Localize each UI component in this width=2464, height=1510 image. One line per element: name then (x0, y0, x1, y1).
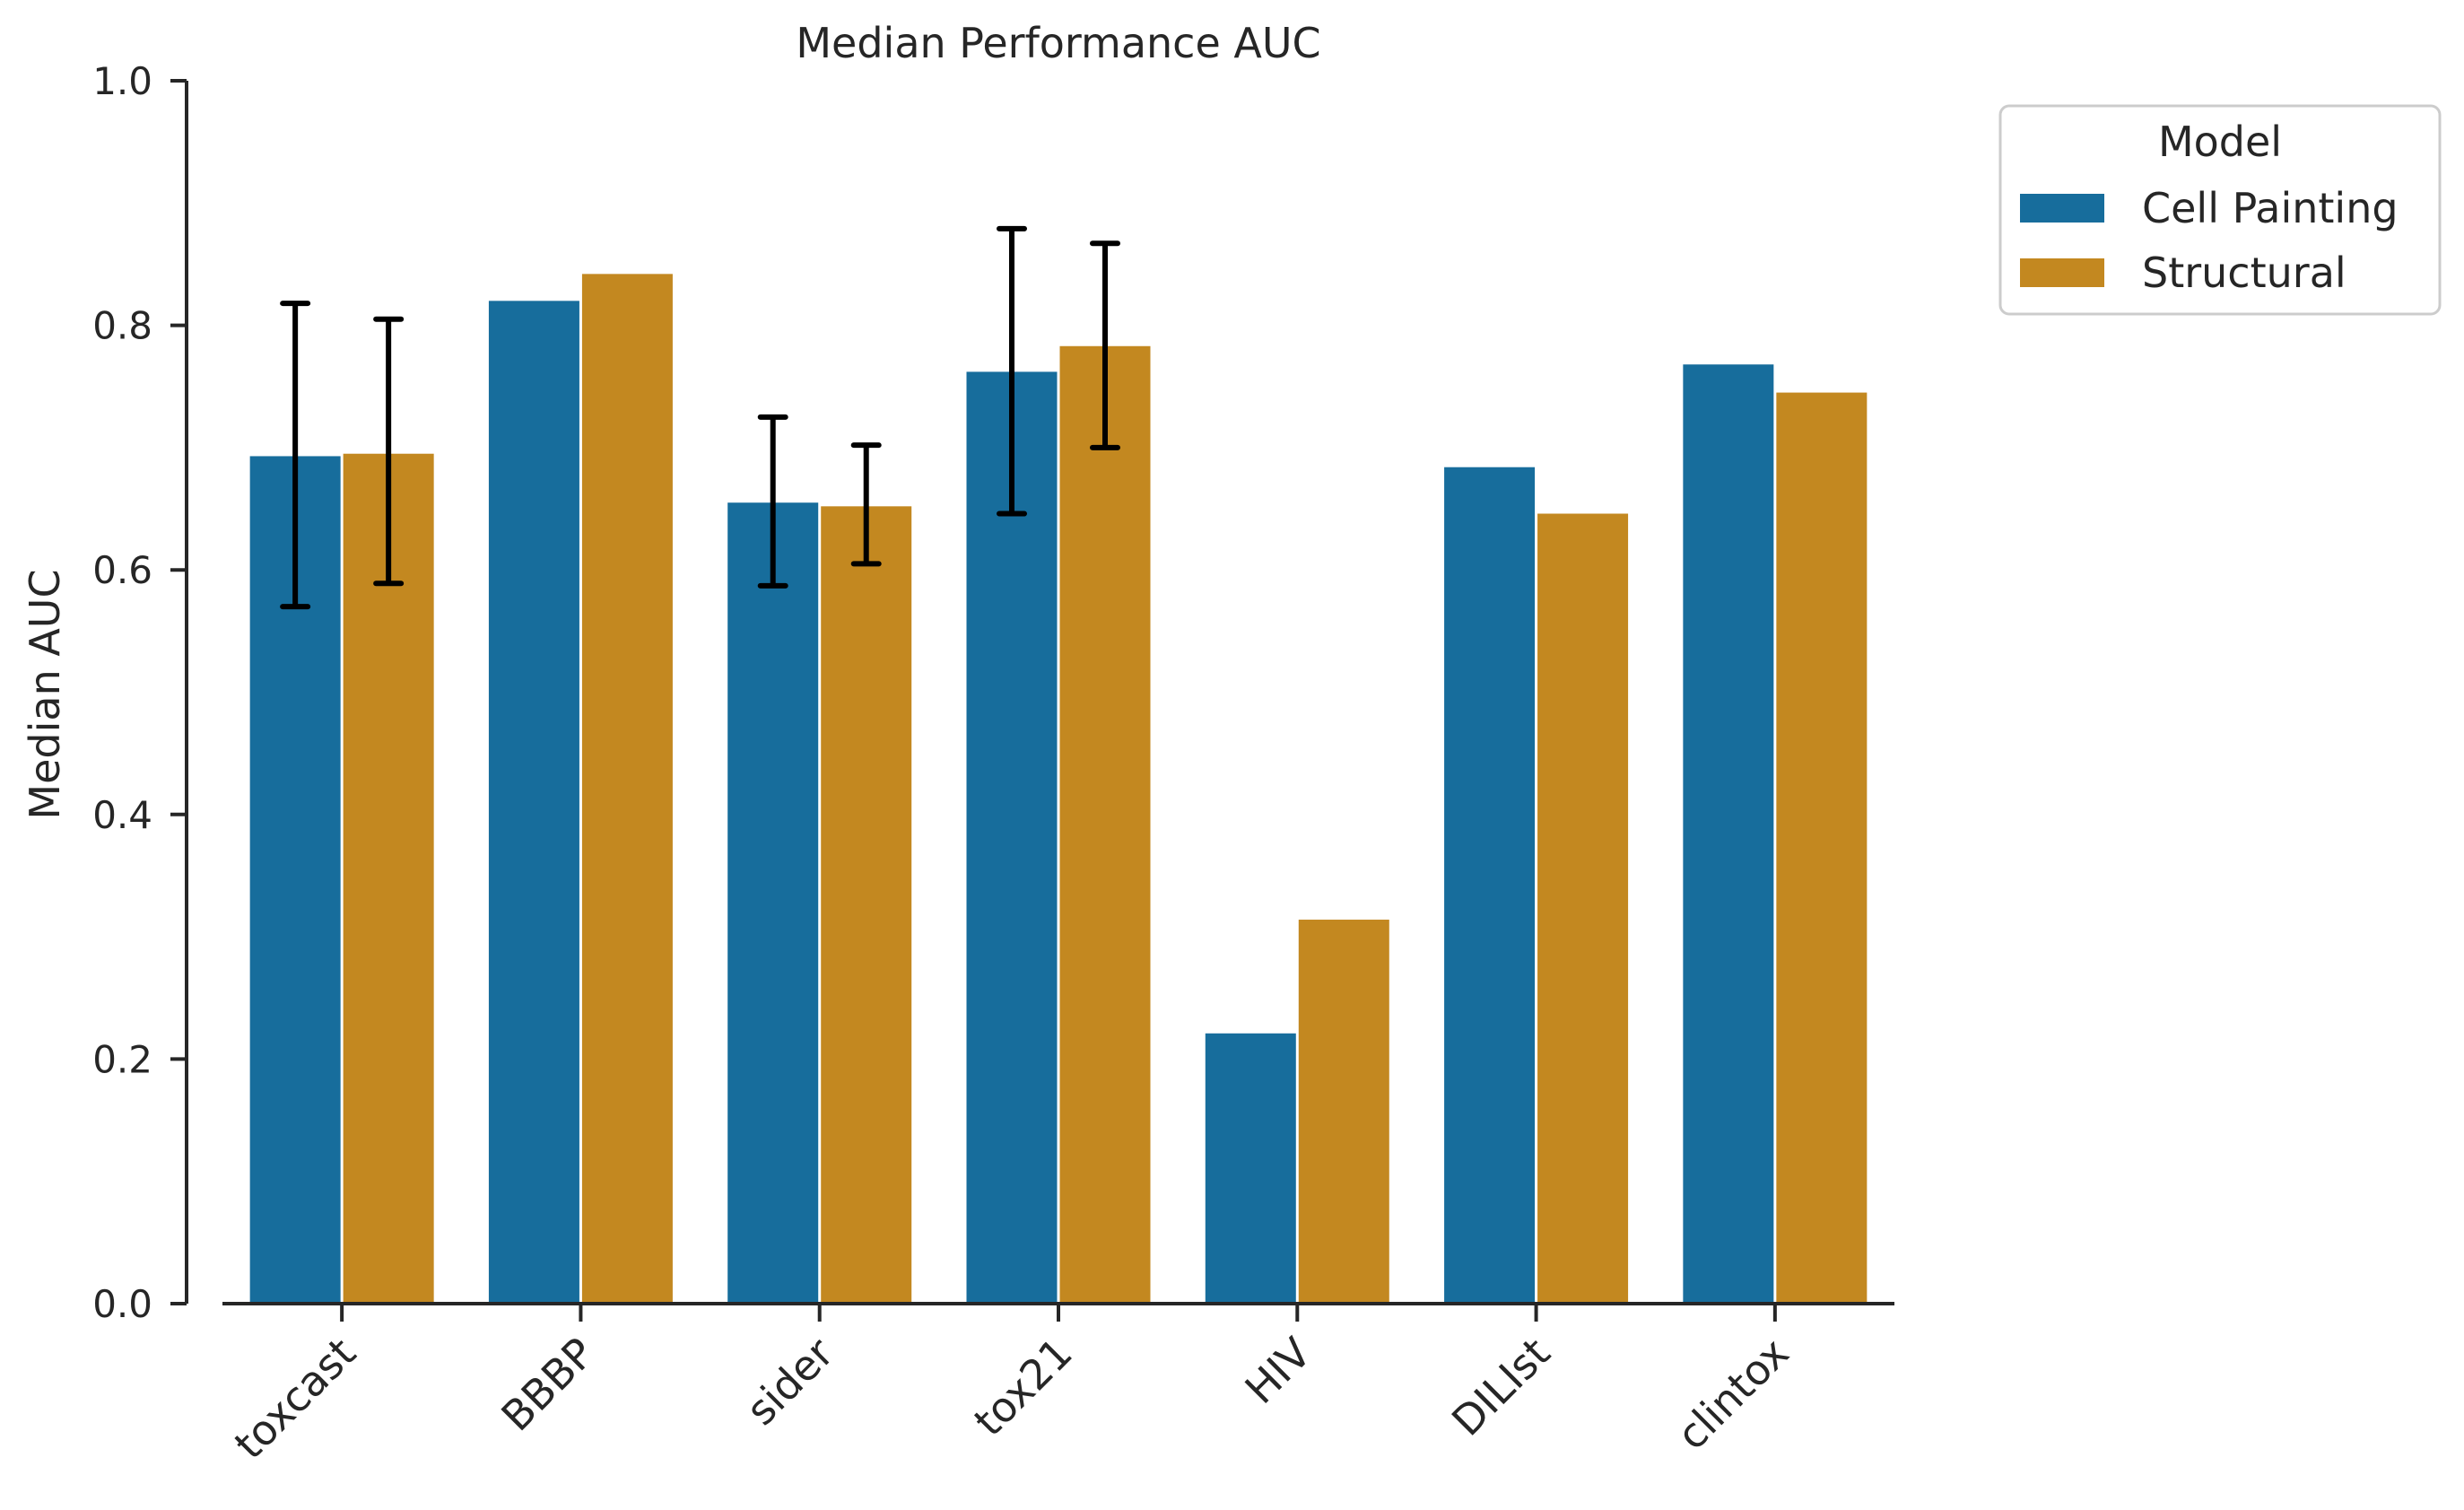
legend: Model Cell Painting Structural (1998, 104, 2442, 316)
x-tick-label-dilist: DILIst (1442, 1329, 1559, 1445)
y-tick-label: 0.8 (92, 304, 152, 348)
x-tick-label-hiv: HIV (1236, 1328, 1321, 1413)
legend-frame (1998, 104, 2442, 316)
error-bar-cell-painting-tox21 (997, 225, 1027, 517)
y-tick-label: 0.2 (92, 1037, 152, 1081)
y-axis-label: Median AUC (21, 569, 69, 819)
bar-cell-painting-hiv (1205, 1033, 1296, 1304)
x-ticks-group: toxcast BBBP sider tox21 HIV DILIst clintox (225, 1304, 1798, 1469)
x-tick-label-sider: sider (736, 1329, 842, 1435)
bar-cell-painting-clintox (1683, 364, 1774, 1304)
bar-structural-sider (821, 506, 912, 1304)
x-tick-label-tox21: tox21 (964, 1329, 1081, 1445)
error-bar-structural-toxcast (373, 316, 405, 587)
bar-cell-painting-sider (727, 502, 819, 1304)
bar-cell-painting-bbbp (488, 301, 579, 1305)
y-tick-label: 1.0 (92, 59, 152, 103)
bar-structural-toxcast (343, 453, 434, 1305)
legend-title: Model (2158, 118, 2282, 166)
x-tick-label-toxcast: toxcast (225, 1329, 365, 1469)
bar-structural-hiv (1298, 920, 1389, 1304)
legend-label-structural: Structural (2142, 249, 2346, 297)
x-tick-label-clintox: clintox (1667, 1329, 1798, 1460)
legend-swatch-structural (2020, 258, 2104, 287)
bar-structural-tox21 (1059, 345, 1151, 1304)
y-tick-label: 0.6 (92, 548, 152, 592)
y-ticks-group: 0.0 0.2 0.4 0.6 0.8 1.0 (92, 59, 187, 1326)
chart-title: Median Performance AUC (796, 19, 1320, 67)
bars-group (249, 274, 1868, 1305)
bar-cell-painting-tox21 (966, 371, 1058, 1304)
bar-structural-clintox (1776, 392, 1868, 1304)
error-bars-group (280, 225, 1120, 610)
legend-label-cell-painting: Cell Painting (2142, 184, 2399, 232)
bar-structural-dilist (1537, 513, 1629, 1304)
error-bar-structural-tox21 (1090, 240, 1120, 450)
error-bar-cell-painting-sider (757, 414, 788, 589)
x-tick-label-bbbp: BBBP (492, 1329, 604, 1441)
legend-swatch-cell-painting (2020, 194, 2104, 223)
error-bar-cell-painting-toxcast (280, 301, 311, 610)
y-tick-label: 0.0 (92, 1282, 152, 1326)
bar-structural-bbbp (581, 274, 673, 1304)
bar-cell-painting-dilist (1444, 467, 1536, 1304)
error-bar-structural-sider (850, 442, 882, 567)
y-tick-label: 0.4 (92, 793, 152, 837)
